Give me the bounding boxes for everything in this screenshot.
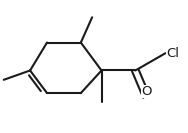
Text: O: O — [141, 85, 152, 98]
Text: Cl: Cl — [166, 47, 180, 60]
